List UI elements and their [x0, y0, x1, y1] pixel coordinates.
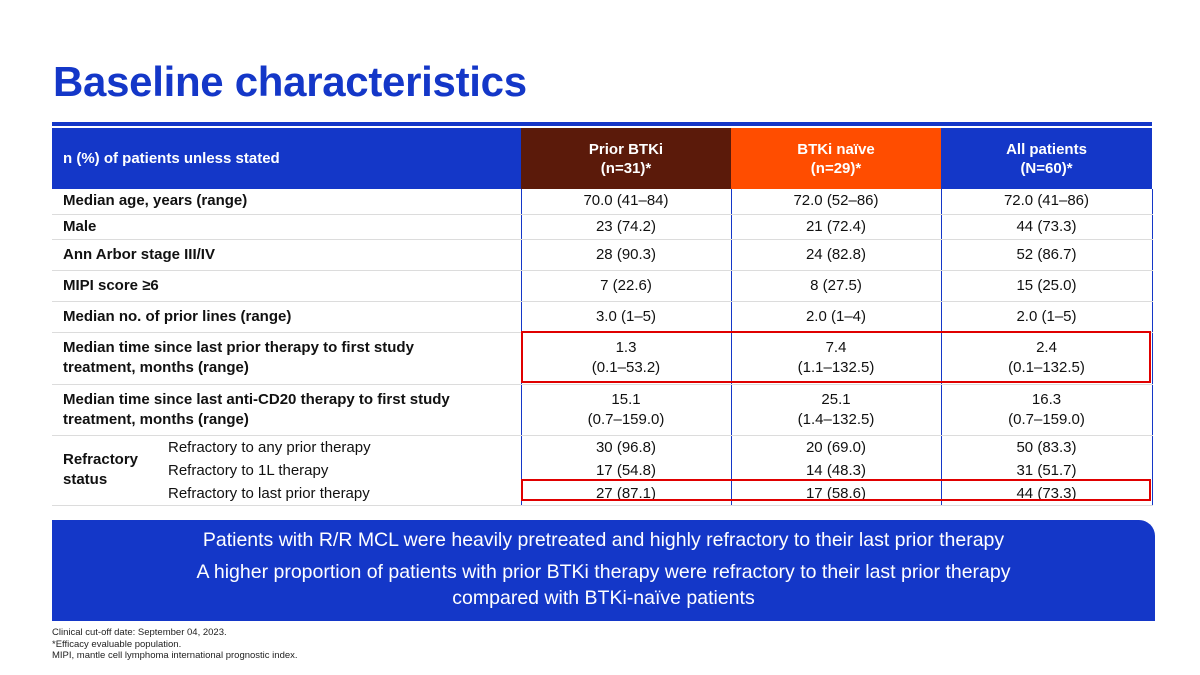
- table-row: Median no. of prior lines (range) 3.0 (1…: [52, 301, 1153, 333]
- table-cell: 50 (83.3) 31 (51.7) 44 (73.3): [940, 435, 1153, 506]
- table-cell: 72.0 (41–86): [940, 189, 1153, 215]
- refractory-status-label: Refractory status: [52, 450, 168, 490]
- table-cell: 23 (74.2): [520, 214, 731, 240]
- table-cell: 30 (96.8) 17 (54.8) 27 (87.1): [520, 435, 731, 506]
- cell-range: (0.7–159.0): [1008, 410, 1085, 428]
- column-name: All patients: [1006, 140, 1087, 158]
- row-label: Median time since last anti-CD20 therapy…: [52, 384, 521, 436]
- table-cell: 15.1 (0.7–159.0): [520, 384, 731, 436]
- banner-text: A higher proportion of patients with pri…: [196, 561, 1011, 583]
- refractory-sublabel: Refractory to last prior therapy: [168, 484, 370, 502]
- refractory-value: 17 (54.8): [595, 461, 657, 479]
- cell-median: 25.1: [821, 390, 851, 408]
- table-row: Male 23 (74.2) 21 (72.4) 44 (73.3): [52, 214, 1153, 240]
- page-title: Baseline characteristics: [53, 58, 527, 105]
- table-row-refractory: Refractory status Refractory to any prio…: [52, 435, 1153, 506]
- table-row: Median time since last prior therapy to …: [52, 332, 1153, 385]
- column-name: BTKi naïve: [797, 140, 875, 158]
- table-row: Median time since last anti-CD20 therapy…: [52, 384, 1153, 436]
- refractory-sublabels: Refractory to any prior therapy Refracto…: [168, 436, 371, 505]
- table-cell: 2.0 (1–4): [730, 301, 941, 333]
- table-header-row: n (%) of patients unless stated Prior BT…: [52, 128, 1152, 189]
- table-row: Median age, years (range) 70.0 (41–84) 7…: [52, 189, 1153, 215]
- row-label-line: Median time since last anti-CD20 therapy…: [63, 390, 450, 408]
- row-label: Median time since last prior therapy to …: [52, 332, 521, 385]
- table-cell: 52 (86.7): [940, 239, 1153, 271]
- baseline-table: n (%) of patients unless stated Prior BT…: [52, 128, 1153, 506]
- refractory-value: 50 (83.3): [1016, 438, 1077, 456]
- banner-line: Patients with R/R MCL were heavily pretr…: [202, 529, 1005, 551]
- column-header-all-patients: All patients (N=60)*: [941, 128, 1152, 189]
- footnote: Clinical cut-off date: September 04, 202…: [52, 627, 227, 638]
- refractory-value: 27 (87.1): [595, 484, 657, 502]
- table-cell: 21 (72.4): [730, 214, 941, 240]
- table-cell: 44 (73.3): [940, 214, 1153, 240]
- table-cell: 16.3 (0.7–159.0): [940, 384, 1153, 436]
- table-cell: 2.0 (1–5): [940, 301, 1153, 333]
- column-n: (N=60)*: [1020, 159, 1073, 177]
- cell-median: 1.3: [615, 339, 637, 356]
- refractory-label-line: status: [63, 471, 108, 488]
- table-row: MIPI score ≥6 7 (22.6) 8 (27.5) 15 (25.0…: [52, 270, 1153, 302]
- table-row: Ann Arbor stage III/IV 28 (90.3) 24 (82.…: [52, 239, 1153, 271]
- row-label-line: treatment, months (range): [63, 410, 249, 428]
- table-cell: 7.4 (1.1–132.5): [730, 332, 941, 385]
- header-label: n (%) of patients unless stated: [52, 128, 521, 189]
- table-cell: 20 (69.0) 14 (48.3) 17 (58.6): [730, 435, 941, 506]
- table-cell: 72.0 (52–86): [730, 189, 941, 215]
- column-header-btki-naive: BTKi naïve (n=29)*: [731, 128, 941, 189]
- footnotes: Clinical cut-off date: September 04, 202…: [52, 627, 298, 662]
- column-n: (n=31)*: [600, 159, 652, 177]
- column-n: (n=29)*: [810, 159, 862, 177]
- refractory-sublabel: Refractory to any prior therapy: [168, 438, 371, 456]
- table-cell: 7 (22.6): [520, 270, 731, 302]
- row-label-line: Median time since last prior therapy to …: [63, 339, 414, 356]
- key-message-banner: Patients with R/R MCL were heavily pretr…: [52, 520, 1155, 621]
- refractory-value: 14 (48.3): [805, 461, 867, 479]
- refractory-value: 31 (51.7): [1016, 461, 1077, 479]
- cell-range: (0.7–159.0): [587, 410, 665, 428]
- row-label-line: treatment, months (range): [63, 359, 249, 376]
- table-cell: 8 (27.5): [730, 270, 941, 302]
- cell-range: (1.4–132.5): [797, 410, 875, 428]
- row-label: Median no. of prior lines (range): [52, 301, 521, 333]
- footnote: MIPI, mantle cell lymphoma international…: [52, 650, 298, 661]
- cell-range: (1.1–132.5): [797, 359, 875, 376]
- row-label: MIPI score ≥6: [52, 270, 521, 302]
- refractory-value: 44 (73.3): [1016, 484, 1077, 502]
- title-divider: [52, 122, 1152, 126]
- row-label: Male: [52, 214, 521, 240]
- table-cell: 24 (82.8): [730, 239, 941, 271]
- cell-median: 7.4: [825, 339, 847, 356]
- cell-median: 15.1: [611, 390, 641, 408]
- refractory-value: 30 (96.8): [595, 438, 657, 456]
- table-cell: 15 (25.0): [940, 270, 1153, 302]
- cell-range: (0.1–53.2): [591, 359, 661, 376]
- table-cell: 70.0 (41–84): [520, 189, 731, 215]
- refractory-label-cell: Refractory status Refractory to any prio…: [52, 435, 521, 506]
- banner-line: A higher proportion of patients with pri…: [52, 552, 1155, 611]
- table-cell: 28 (90.3): [520, 239, 731, 271]
- cell-median: 16.3: [1031, 390, 1062, 408]
- table-cell: 3.0 (1–5): [520, 301, 731, 333]
- cell-range: (0.1–132.5): [1008, 359, 1085, 376]
- banner-text: compared with BTKi-naïve patients: [452, 587, 755, 609]
- column-header-prior-btki: Prior BTKi (n=31)*: [521, 128, 731, 189]
- refractory-value: 20 (69.0): [805, 438, 867, 456]
- refractory-label-line: Refractory: [63, 451, 139, 468]
- row-label: Median age, years (range): [52, 189, 521, 215]
- footnote: *Efficacy evaluable population.: [52, 638, 182, 650]
- column-name: Prior BTKi: [588, 140, 664, 158]
- row-label: Ann Arbor stage III/IV: [52, 239, 521, 271]
- refractory-value: 17 (58.6): [805, 484, 867, 502]
- table-cell: 2.4 (0.1–132.5): [940, 332, 1153, 385]
- refractory-sublabel: Refractory to 1L therapy: [168, 461, 329, 479]
- table-cell: 1.3 (0.1–53.2): [520, 332, 731, 385]
- table-cell: 25.1 (1.4–132.5): [730, 384, 941, 436]
- cell-median: 2.4: [1036, 339, 1057, 356]
